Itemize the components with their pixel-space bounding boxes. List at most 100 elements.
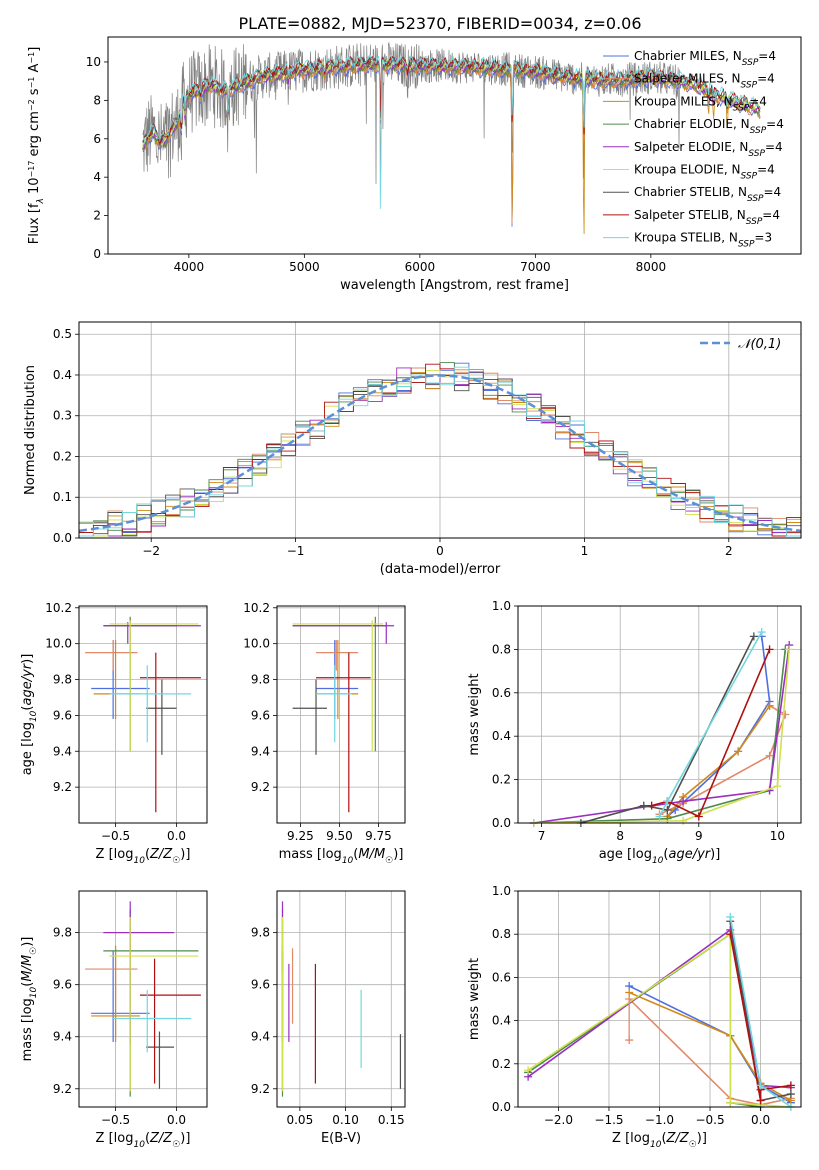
data-point-marker	[757, 628, 766, 637]
x-tick-label: 8	[616, 829, 624, 843]
y-tick-label: 9.2	[53, 780, 72, 794]
data-point-marker	[679, 816, 688, 825]
y-tick-label: 0.4	[492, 1014, 511, 1028]
x-tick-label: 1	[581, 544, 589, 558]
mass-weight-line	[651, 649, 771, 818]
x-axis-label: Z [log10(Z/Z☉)]	[96, 847, 191, 866]
x-axis-label: (data-model)/error	[380, 562, 501, 577]
x-tick-label: −0.5	[101, 1113, 130, 1127]
data-point-marker	[625, 1036, 634, 1045]
data-point-marker	[625, 988, 634, 997]
y-axis-label: Normed distribution	[23, 365, 38, 495]
y-tick-label: 10.2	[243, 601, 270, 615]
model-spectrum-line	[142, 63, 761, 227]
x-tick-label: −0.5	[101, 829, 130, 843]
y-tick-label: 9.6	[53, 978, 72, 992]
x-tick-label: 0.15	[378, 1113, 405, 1127]
data-point-marker	[647, 801, 656, 810]
data-point-marker	[749, 632, 758, 641]
data-point-marker	[765, 701, 774, 710]
y-tick-label: 4	[93, 170, 101, 184]
data-point-marker	[765, 751, 774, 760]
x-tick-label: 0	[436, 544, 444, 558]
y-tick-label: 0.2	[492, 773, 511, 787]
y-tick-label: 0.1	[53, 490, 72, 504]
x-tick-label: 9.50	[326, 829, 353, 843]
y-tick-label: 0.0	[492, 816, 511, 830]
model-spectrum-line	[142, 53, 761, 210]
y-tick-label: 0.6	[492, 686, 511, 700]
y-tick-label: 9.8	[53, 926, 72, 940]
x-axis-label: wavelength [Angstrom, rest frame]	[340, 278, 569, 293]
residual-histogram-step	[79, 367, 801, 537]
axes-frame	[276, 890, 406, 1108]
data-point-marker	[663, 805, 672, 814]
data-point-marker	[773, 782, 782, 791]
x-tick-label: 0.0	[167, 829, 186, 843]
x-axis-label: Z [log10(Z/Z☉)]	[612, 1131, 707, 1150]
y-tick-label: 9.2	[251, 1082, 270, 1096]
x-tick-label: −1	[287, 544, 305, 558]
x-tick-label: 2	[725, 544, 733, 558]
y-tick-label: 0.6	[492, 970, 511, 984]
y-tick-label: 10.0	[243, 637, 270, 651]
legend-label: 𝒩(0,1)	[738, 337, 781, 352]
legend-label: Kroupa ELODIE, NSSP=4	[634, 163, 775, 182]
legend-label: Salpeter MILES, NSSP=4	[634, 72, 775, 91]
y-tick-label: 0.2	[492, 1057, 511, 1071]
x-tick-label: 0.0	[167, 1113, 186, 1127]
grid-layer	[79, 322, 801, 1108]
axes-frame	[78, 605, 208, 824]
normal-reference-curve	[78, 374, 802, 533]
legend-label: Kroupa MILES, NSSP=4	[634, 94, 767, 113]
data-point-marker	[786, 1090, 795, 1099]
y-tick-label: 6	[93, 132, 101, 146]
data-point-marker	[781, 710, 790, 719]
data-point-marker	[726, 1098, 735, 1107]
data-point-marker	[524, 1066, 533, 1075]
data-point-marker	[663, 797, 672, 806]
legend-label: Chabrier ELODIE, NSSP=4	[634, 117, 784, 136]
y-tick-label: 9.8	[251, 926, 270, 940]
axes-frame	[107, 36, 802, 255]
y-tick-label: 0.0	[53, 531, 72, 545]
y-tick-label: 1.0	[492, 884, 511, 898]
x-tick-label: 7	[538, 829, 546, 843]
axes-frame	[78, 890, 208, 1108]
y-tick-label: 9.2	[53, 1082, 72, 1096]
mass-weight-line	[533, 649, 790, 823]
x-tick-label: −2.0	[544, 1113, 573, 1127]
y-tick-label: 9.6	[251, 978, 270, 992]
x-tick-label: 4000	[174, 260, 205, 274]
x-tick-label: 5000	[289, 260, 320, 274]
residual-histogram-step	[79, 366, 801, 537]
residual-histogram-step	[79, 370, 801, 537]
y-tick-label: 0.0	[492, 1100, 511, 1114]
y-tick-label: 2	[93, 209, 101, 223]
mass-weight-line	[628, 998, 792, 1106]
y-axis-label: mass weight	[467, 673, 482, 755]
y-tick-label: 9.8	[251, 673, 270, 687]
y-axis-label: age [log10(age/yr)]	[20, 654, 39, 776]
x-tick-label: 0.10	[332, 1113, 359, 1127]
data-point-marker	[679, 797, 688, 806]
y-tick-label: 10.2	[45, 601, 72, 615]
legend-layer: Chabrier MILES, NSSP=4 Salpeter MILES, NS…	[603, 49, 784, 352]
x-axis-label: mass [log10(M/M☉)]	[279, 847, 404, 866]
y-tick-label: 9.8	[53, 673, 72, 687]
y-tick-label: 9.4	[251, 1030, 270, 1044]
x-tick-label: 0.05	[286, 1113, 313, 1127]
x-tick-label: −1.0	[645, 1113, 674, 1127]
legend-label: Kroupa STELIB, NSSP=3	[634, 231, 772, 250]
x-tick-label: 7000	[520, 260, 551, 274]
y-tick-label: 9.4	[251, 744, 270, 758]
y-tick-label: 10	[86, 55, 101, 69]
y-axis-label: mass [log10(M/M☉)]	[20, 937, 39, 1062]
y-tick-label: 0.4	[492, 729, 511, 743]
mass-weight-line	[628, 991, 792, 1102]
y-tick-label: 0.8	[492, 642, 511, 656]
y-tick-label: 0.2	[53, 449, 72, 463]
x-tick-label: 6000	[405, 260, 436, 274]
mass-weight-line	[666, 636, 771, 818]
